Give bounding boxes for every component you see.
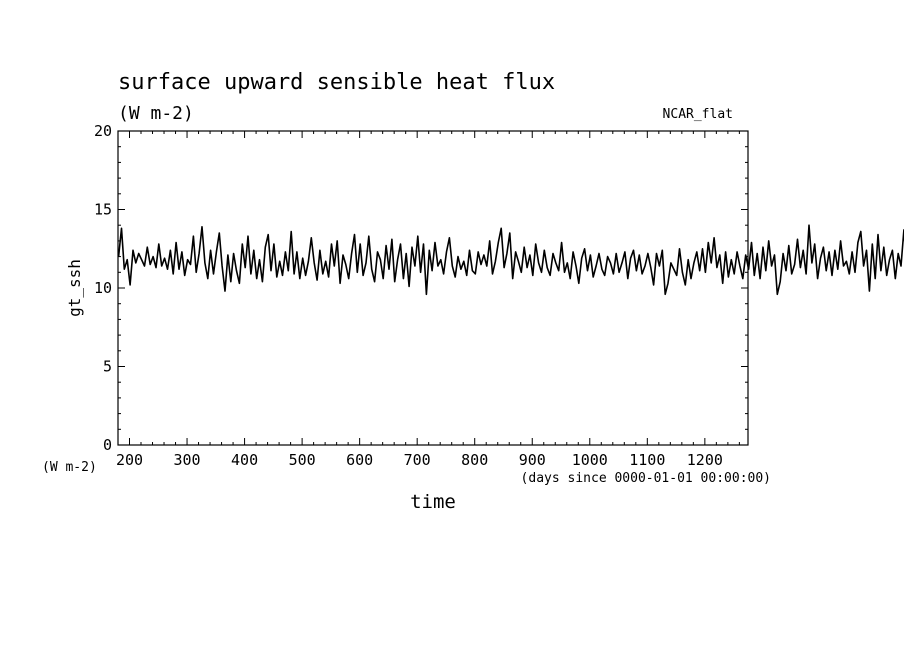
y-tick-label: 0 [103,436,112,454]
y-tick-label: 20 [94,122,112,140]
x-axis-label: time [410,491,456,513]
y-tick-label: 10 [94,279,112,297]
x-tick-label: 800 [461,451,488,469]
chart-title: surface upward sensible heat flux [118,70,555,95]
plot-area [117,130,749,446]
x-tick-label: 400 [231,451,258,469]
x-tick-label: 500 [289,451,316,469]
series-layer [117,224,904,296]
x-tick-label: 1100 [629,451,665,469]
series-line [117,224,904,296]
y-tick-label: 5 [103,358,112,376]
y-axis: 0 5 10 15 20 [94,122,748,454]
x-tick-label: 1200 [687,451,723,469]
y-axis-label: gt_ssh [65,259,84,317]
x-tick-label: 300 [173,451,200,469]
x-tick-label: 200 [116,451,143,469]
x-tick-label: 600 [346,451,373,469]
x-tick-label: 700 [404,451,431,469]
y-axis-unit: (W m-2) [42,460,97,475]
x-axis-unit: (days since 0000-01-01 00:00:00) [521,471,771,486]
x-tick-label: 900 [519,451,546,469]
chart-subtitle: (W m-2) [118,103,194,124]
x-tick-label: 1000 [572,451,608,469]
x-axis: 200 300 400 500 600 700 800 900 1000 1100 1200 [116,131,740,469]
y-tick-label: 15 [94,201,112,219]
chart-annotation: NCAR_flat [663,107,733,122]
